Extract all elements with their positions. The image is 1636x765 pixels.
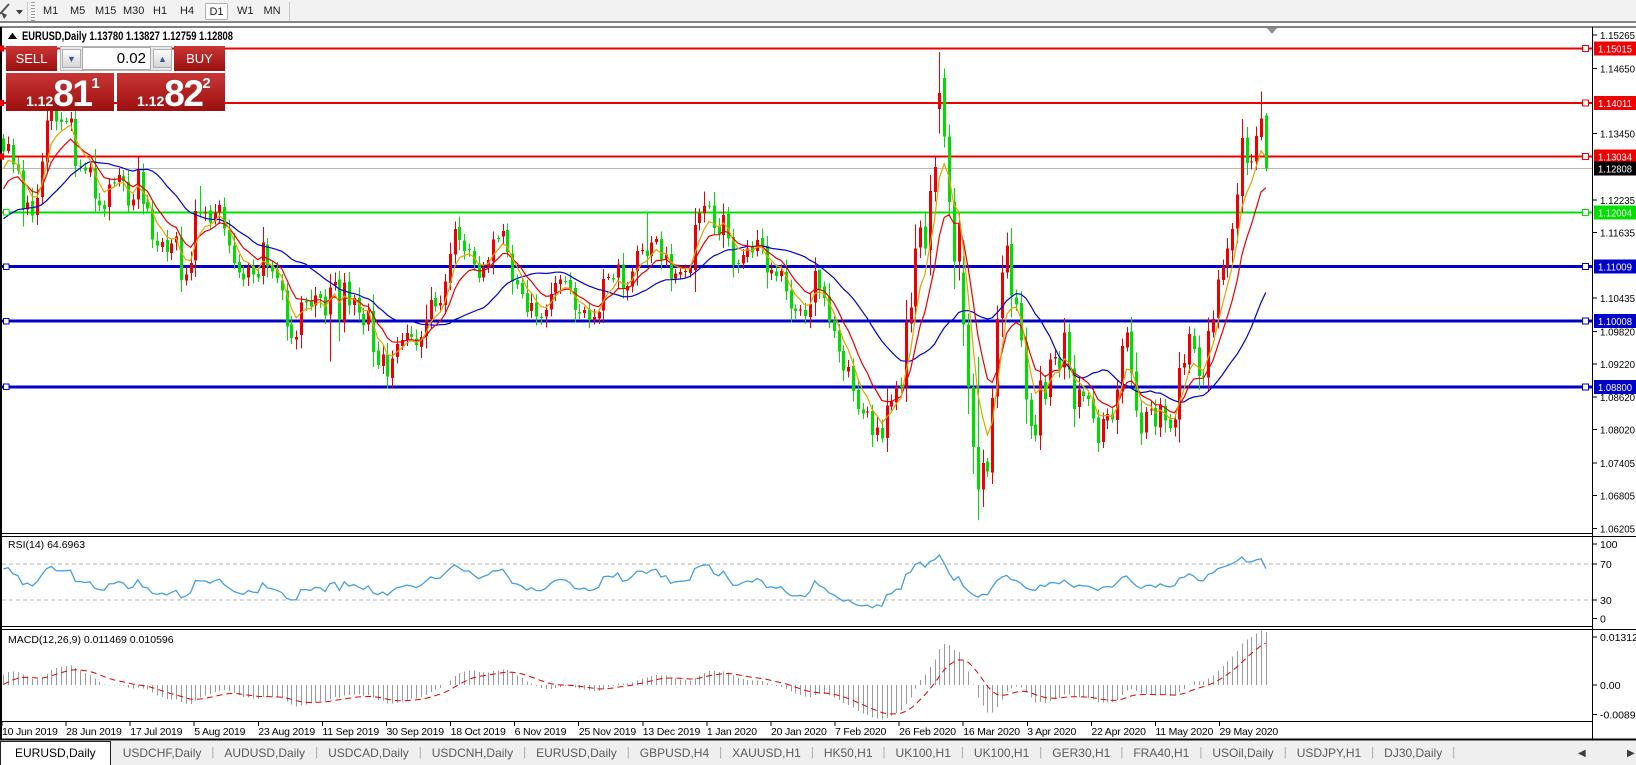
svg-text:30 Sep 2019: 30 Sep 2019 — [387, 726, 445, 738]
svg-text:1.15015: 1.15015 — [1598, 43, 1632, 55]
svg-text:29 May 2020: 29 May 2020 — [1220, 726, 1279, 738]
svg-text:1 Jan 2020: 1 Jan 2020 — [707, 726, 757, 738]
svg-text:1.13034: 1.13034 — [1598, 151, 1632, 163]
svg-text:1.13450: 1.13450 — [1600, 129, 1635, 141]
svg-text:1.07405: 1.07405 — [1600, 458, 1635, 470]
svg-text:1.12808: 1.12808 — [1598, 164, 1632, 176]
svg-text:11 Sep 2019: 11 Sep 2019 — [322, 726, 379, 738]
svg-text:1.08620: 1.08620 — [1600, 392, 1635, 404]
svg-text:1.12004: 1.12004 — [1598, 207, 1632, 219]
svg-text:-0.0089332: -0.0089332 — [1600, 710, 1636, 722]
svg-text:22 Apr 2020: 22 Apr 2020 — [1091, 726, 1146, 738]
svg-text:26 Feb 2020: 26 Feb 2020 — [899, 726, 956, 738]
svg-text:EURUSD,Daily 1.13780 1.13827: EURUSD,Daily 1.13780 1.13827 1.12759 1.1… — [22, 31, 233, 43]
svg-text:1.08020: 1.08020 — [1600, 424, 1635, 436]
svg-text:0.0131211: 0.0131211 — [1600, 632, 1636, 644]
svg-text:1.10008: 1.10008 — [1598, 316, 1632, 328]
svg-text:1.09820: 1.09820 — [1600, 326, 1635, 338]
svg-text:1.06805: 1.06805 — [1600, 491, 1635, 503]
svg-text:7 Feb 2020: 7 Feb 2020 — [835, 726, 886, 738]
svg-text:1.08800: 1.08800 — [1598, 382, 1632, 394]
svg-text:1.14650: 1.14650 — [1600, 63, 1635, 75]
svg-text:6 Nov 2019: 6 Nov 2019 — [515, 726, 567, 738]
svg-text:70: 70 — [1600, 559, 1612, 571]
svg-text:13 Dec 2019: 13 Dec 2019 — [643, 726, 701, 738]
svg-text:1.14011: 1.14011 — [1598, 98, 1632, 110]
svg-text:5 Aug 2019: 5 Aug 2019 — [194, 726, 245, 738]
svg-text:30: 30 — [1600, 595, 1612, 607]
svg-text:1.11009: 1.11009 — [1598, 262, 1632, 274]
svg-text:1.15265: 1.15265 — [1600, 30, 1635, 42]
svg-text:100: 100 — [1600, 539, 1618, 551]
svg-text:1.10435: 1.10435 — [1600, 293, 1635, 305]
svg-text:28 Jun 2019: 28 Jun 2019 — [66, 726, 122, 738]
svg-text:1.09220: 1.09220 — [1600, 359, 1635, 371]
svg-text:1.06205: 1.06205 — [1600, 523, 1635, 535]
svg-text:17 Jul 2019: 17 Jul 2019 — [130, 726, 182, 738]
svg-text:10 Jun 2019: 10 Jun 2019 — [2, 726, 58, 738]
svg-text:1.12235: 1.12235 — [1600, 195, 1635, 207]
svg-text:20 Jan 2020: 20 Jan 2020 — [771, 726, 827, 738]
svg-text:16 Mar 2020: 16 Mar 2020 — [963, 726, 1020, 738]
svg-text:RSI(14) 64.6963: RSI(14) 64.6963 — [8, 539, 85, 551]
svg-text:MACD(12,26,9) 0.011469 0.01059: MACD(12,26,9) 0.011469 0.010596 — [8, 634, 174, 646]
svg-text:0.00: 0.00 — [1600, 680, 1621, 692]
svg-text:23 Aug 2019: 23 Aug 2019 — [258, 726, 315, 738]
svg-text:0: 0 — [1600, 613, 1606, 625]
svg-text:11 May 2020: 11 May 2020 — [1155, 726, 1213, 738]
svg-text:3 Apr 2020: 3 Apr 2020 — [1027, 726, 1076, 738]
svg-text:25 Nov 2019: 25 Nov 2019 — [579, 726, 637, 738]
svg-text:18 Oct 2019: 18 Oct 2019 — [451, 726, 506, 738]
svg-text:1.11635: 1.11635 — [1600, 228, 1635, 240]
